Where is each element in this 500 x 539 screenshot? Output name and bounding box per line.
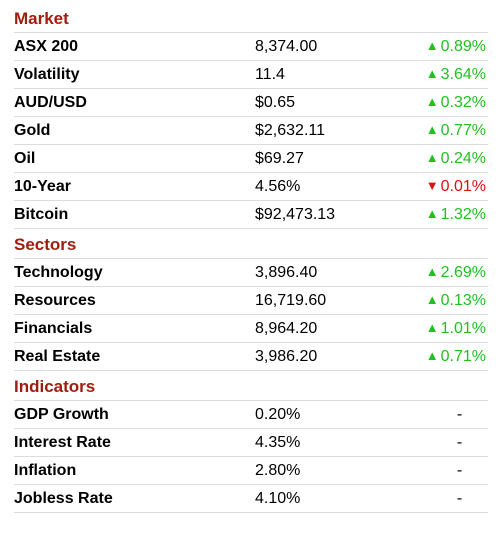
row-value: 0.20% — [255, 405, 301, 423]
row-label: Oil — [14, 149, 36, 167]
table-row: GDP Growth 0.20% - — [14, 401, 488, 429]
change-percent: 1.01% — [440, 319, 486, 337]
row-value: $92,473.13 — [255, 205, 336, 223]
market-summary-table: Market ASX 200 8,374.00 ▲ 0.89% Volatilit… — [14, 6, 488, 513]
row-value: 2.80% — [255, 461, 301, 479]
row-change: - — [456, 405, 463, 423]
table-row: Real Estate 3,986.20 ▲ 0.71% — [14, 343, 488, 371]
row-label: Volatility — [14, 65, 80, 83]
row-label: Inflation — [14, 461, 77, 479]
arrow-up-icon: ▲ — [425, 121, 439, 137]
section-title-indicators: Indicators — [14, 374, 488, 401]
row-value: 16,719.60 — [255, 291, 327, 309]
row-change: ▲ 2.69% — [405, 264, 488, 282]
change-percent: 1.32% — [440, 205, 486, 223]
table-row: Resources 16,719.60 ▲ 0.13% — [14, 287, 488, 315]
row-value: 11.4 — [255, 65, 285, 83]
row-change: ▲ 0.24% — [405, 150, 488, 168]
section-title-market: Market — [14, 6, 488, 33]
row-change: ▲ 3.64% — [405, 66, 488, 84]
row-label: Bitcoin — [14, 205, 69, 223]
table-row: Financials 8,964.20 ▲ 1.01% — [14, 315, 488, 343]
row-change: - — [456, 433, 463, 451]
row-value: 3,896.40 — [255, 263, 318, 281]
row-value: 8,964.20 — [255, 319, 318, 337]
row-value: $69.27 — [255, 149, 304, 167]
change-percent: 0.71% — [440, 347, 486, 365]
row-change: ▲ 1.01% — [405, 320, 488, 338]
arrow-up-icon: ▲ — [425, 291, 439, 307]
table-row: Volatility 11.4 ▲ 3.64% — [14, 61, 488, 89]
row-label: Interest Rate — [14, 433, 111, 451]
row-label: Gold — [14, 121, 51, 139]
row-change: ▲ 0.77% — [405, 122, 488, 140]
row-value: 3,986.20 — [255, 347, 318, 365]
table-row: Bitcoin $92,473.13 ▲ 1.32% — [14, 201, 488, 229]
section-title-sectors: Sectors — [14, 232, 488, 259]
row-change: ▲ 0.71% — [405, 348, 488, 366]
change-percent: 0.13% — [440, 291, 486, 309]
row-label: 10-Year — [14, 177, 71, 195]
row-label: Financials — [14, 319, 93, 337]
row-value: $2,632.11 — [255, 121, 325, 139]
arrow-up-icon: ▲ — [425, 149, 439, 165]
change-percent: 2.69% — [440, 263, 486, 281]
row-change: - — [456, 489, 463, 507]
table-row: ASX 200 8,374.00 ▲ 0.89% — [14, 33, 488, 61]
row-value: $0.65 — [255, 93, 296, 111]
table-row: Technology 3,896.40 ▲ 2.69% — [14, 259, 488, 287]
arrow-down-icon: ▼ — [425, 177, 439, 193]
row-value: 4.56% — [255, 177, 301, 195]
row-value: 4.35% — [255, 433, 301, 451]
row-label: AUD/USD — [14, 93, 87, 111]
arrow-up-icon: ▲ — [425, 263, 439, 279]
row-label: GDP Growth — [14, 405, 109, 423]
row-change: ▲ 0.32% — [405, 94, 488, 112]
arrow-up-icon: ▲ — [425, 319, 439, 335]
change-percent: 0.89% — [440, 37, 486, 55]
change-percent: 0.24% — [440, 149, 486, 167]
row-change: ▼ 0.01% — [405, 178, 488, 196]
table-row: 10-Year 4.56% ▼ 0.01% — [14, 173, 488, 201]
row-label: Real Estate — [14, 347, 101, 365]
row-change: ▲ 1.32% — [405, 206, 488, 224]
change-percent: 3.64% — [440, 65, 486, 83]
row-label: Technology — [14, 263, 103, 281]
table-row: Inflation 2.80% - — [14, 457, 488, 485]
arrow-up-icon: ▲ — [425, 37, 439, 53]
change-percent: 0.32% — [440, 93, 486, 111]
arrow-up-icon: ▲ — [425, 205, 439, 221]
change-percent: 0.77% — [440, 121, 486, 139]
row-change: ▲ 0.13% — [405, 292, 488, 310]
row-value: 4.10% — [255, 489, 301, 507]
row-value: 8,374.00 — [255, 37, 318, 55]
change-percent: 0.01% — [440, 177, 486, 195]
arrow-up-icon: ▲ — [425, 93, 439, 109]
arrow-up-icon: ▲ — [425, 65, 439, 81]
table-row: Interest Rate 4.35% - — [14, 429, 488, 457]
table-row: Gold $2,632.11 ▲ 0.77% — [14, 117, 488, 145]
table-row: AUD/USD $0.65 ▲ 0.32% — [14, 89, 488, 117]
row-label: Resources — [14, 291, 96, 309]
table-row: Jobless Rate 4.10% - — [14, 485, 488, 513]
row-change: ▲ 0.89% — [405, 38, 488, 56]
row-label: ASX 200 — [14, 37, 79, 55]
table-row: Oil $69.27 ▲ 0.24% — [14, 145, 488, 173]
row-label: Jobless Rate — [14, 489, 113, 507]
row-change: - — [456, 461, 463, 479]
arrow-up-icon: ▲ — [425, 347, 439, 363]
